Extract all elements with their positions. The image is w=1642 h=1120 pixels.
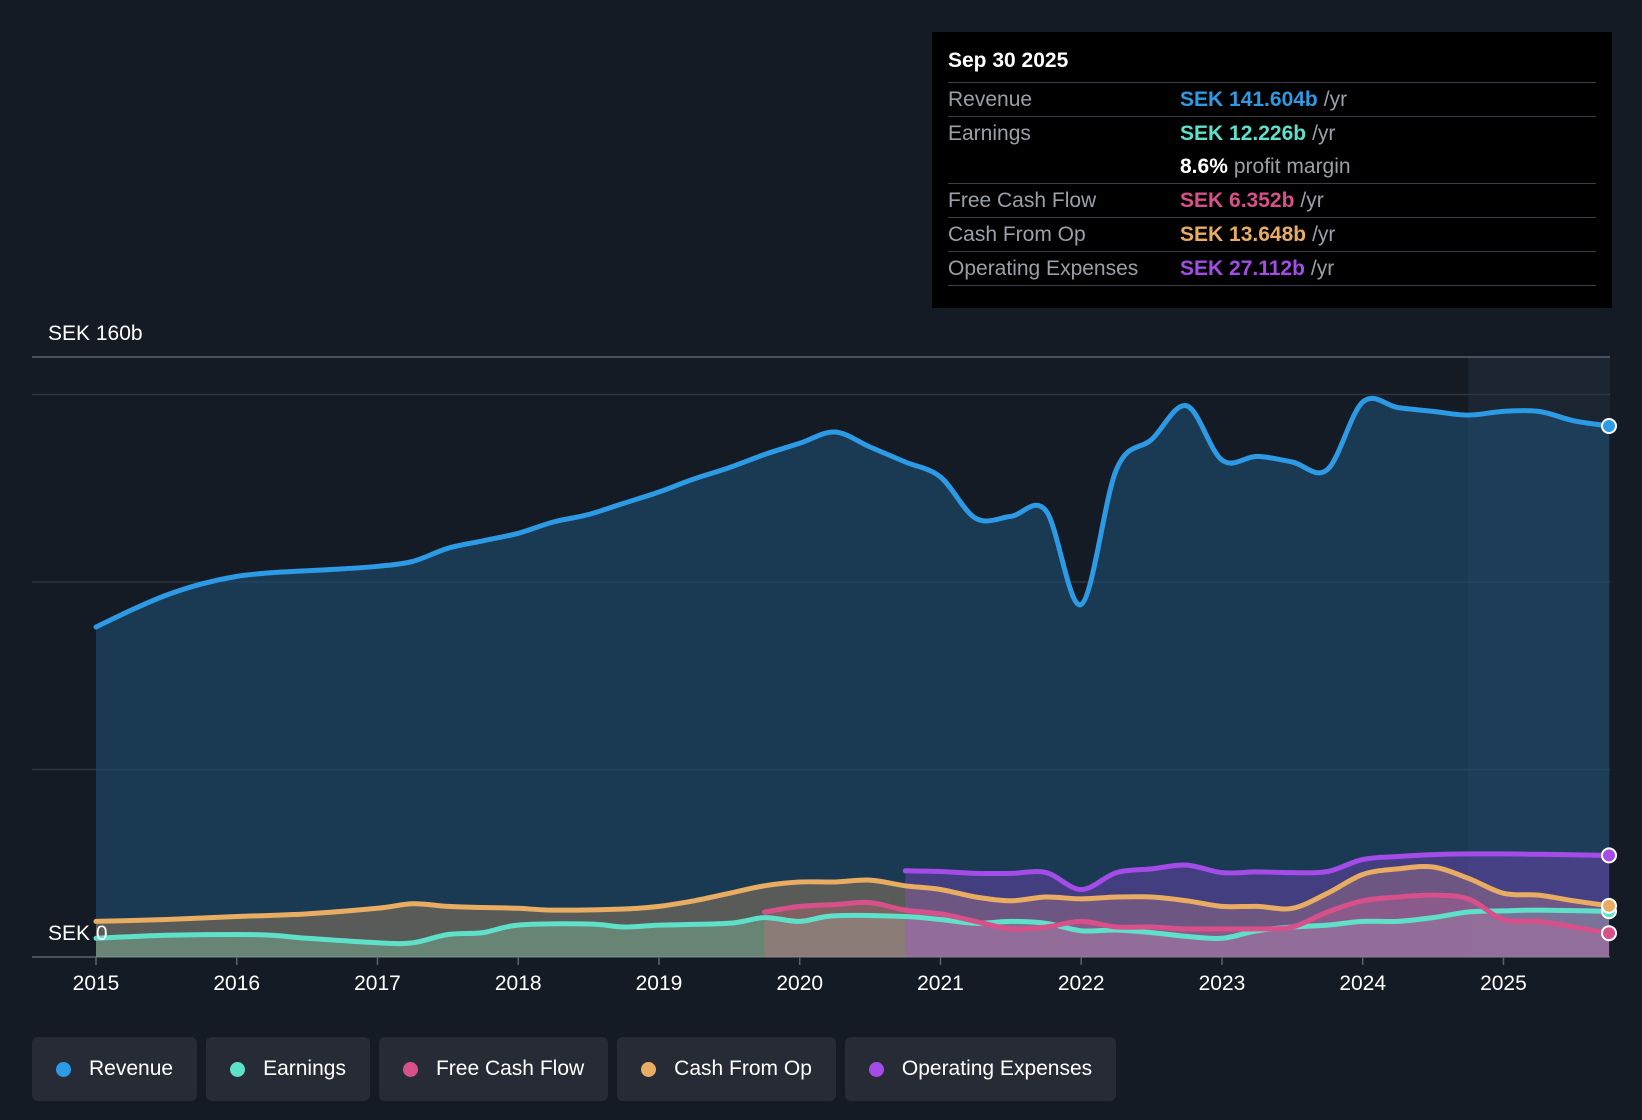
x-tick-label: 2018 xyxy=(495,972,542,995)
tooltip-unit: /yr xyxy=(1312,223,1336,246)
legend-item-free-cash-flow[interactable]: Free Cash Flow xyxy=(378,1037,609,1101)
tooltip-row-opex: Operating Expenses SEK 27.112b /yr xyxy=(948,252,1596,286)
x-tick-label: 2019 xyxy=(636,972,683,995)
tooltip-value: 8.6% xyxy=(1180,155,1228,178)
x-tick-label: 2015 xyxy=(73,972,120,995)
tooltip-row-fcf: Free Cash Flow SEK 6.352b /yr xyxy=(948,184,1596,218)
revenue-endpoint[interactable] xyxy=(1601,418,1617,434)
x-tick-label: 2022 xyxy=(1058,972,1105,995)
revenue-area xyxy=(96,398,1609,957)
legend-item-cash-from-op[interactable]: Cash From Op xyxy=(617,1037,836,1101)
free-cash-flow-line xyxy=(762,892,1612,936)
revenue-line xyxy=(93,395,1612,630)
tooltip-value: SEK 12.226b xyxy=(1180,122,1307,145)
tooltip-row-margin: 8.6% profit margin xyxy=(948,150,1596,184)
tooltip-value: SEK 6.352b xyxy=(1180,189,1295,212)
tooltip-value: SEK 27.112b xyxy=(1180,257,1305,280)
legend-item-earnings[interactable]: Earnings xyxy=(206,1037,370,1101)
x-tick-label: 2016 xyxy=(213,972,260,995)
tooltip-label: Earnings xyxy=(948,122,1031,145)
series-endpoints xyxy=(1601,418,1617,942)
tooltip-label xyxy=(948,150,1180,183)
legend-item-operating-expenses[interactable]: Operating Expenses xyxy=(844,1037,1117,1101)
free-cash-flow-dot-icon xyxy=(402,1061,418,1077)
earnings-line xyxy=(93,907,1612,947)
x-axis-ticks: 2015 2016 2017 2018 2019 2020 2021 2022 2023 2024… xyxy=(73,957,1527,995)
operating-expenses-dot-icon xyxy=(868,1061,884,1077)
cash-from-op-line xyxy=(93,863,1612,924)
free-cash-flow-endpoint[interactable] xyxy=(1601,925,1617,942)
tooltip-unit: /yr xyxy=(1323,88,1348,111)
x-tick-label: 2023 xyxy=(1199,972,1246,995)
series-areas xyxy=(96,398,1609,957)
tooltip-label: Operating Expenses xyxy=(948,257,1139,280)
tooltip-date: Sep 30 2025 xyxy=(948,46,1596,83)
tooltip-unit: /yr xyxy=(1312,122,1336,145)
cash-from-op-endpoint[interactable] xyxy=(1601,897,1617,914)
legend-label: Free Cash Flow xyxy=(435,1057,585,1080)
tooltip-unit: profit margin xyxy=(1233,155,1351,178)
tooltip-unit: /yr xyxy=(1300,189,1324,212)
legend-label: Revenue xyxy=(89,1057,174,1080)
tooltip-row-earnings: Earnings SEK 12.226b /yr xyxy=(948,117,1596,150)
tooltip-row-revenue: Revenue SEK 141.604b /yr xyxy=(948,83,1596,117)
x-tick-label: 2024 xyxy=(1339,972,1386,995)
tooltip-panel: Sep 30 2025 Revenue SEK 141.604b /yr Ear… xyxy=(932,32,1612,308)
revenue-dot-icon xyxy=(56,1061,71,1077)
series-lines xyxy=(93,395,1612,947)
free-cash-flow-area xyxy=(764,895,1609,957)
y-axis-top-label: SEK 160b xyxy=(48,322,143,345)
legend-item-revenue[interactable]: Revenue xyxy=(32,1037,198,1101)
tooltip-label: Revenue xyxy=(948,88,1033,111)
tooltip-unit: /yr xyxy=(1310,257,1335,280)
legend: Revenue Earnings Free Cash Flow Cash Fro… xyxy=(32,1037,1125,1101)
earnings-area xyxy=(96,910,1609,957)
legend-label: Cash From Op xyxy=(674,1057,812,1080)
earnings-dot-icon xyxy=(230,1061,246,1077)
tooltip-row-cfo: Cash From Op SEK 13.648b /yr xyxy=(948,218,1596,252)
tooltip-label: Free Cash Flow xyxy=(948,189,1097,212)
tooltip-label: Cash From Op xyxy=(948,223,1086,246)
tooltip-value: SEK 141.604b xyxy=(1180,88,1318,111)
tooltip-value: SEK 13.648b xyxy=(1180,223,1307,246)
x-tick-label: 2025 xyxy=(1480,972,1527,995)
x-tick-label: 2017 xyxy=(354,972,401,995)
x-tick-label: 2020 xyxy=(776,972,823,995)
operating-expenses-endpoint[interactable] xyxy=(1601,847,1617,864)
legend-label: Operating Expenses xyxy=(901,1057,1093,1080)
cash-from-op-dot-icon xyxy=(641,1061,657,1077)
operating-expenses-line xyxy=(902,851,1612,892)
y-axis-bottom-label: SEK 0 xyxy=(48,922,108,945)
x-tick-label: 2021 xyxy=(917,972,964,995)
legend-label: Earnings xyxy=(263,1057,346,1080)
